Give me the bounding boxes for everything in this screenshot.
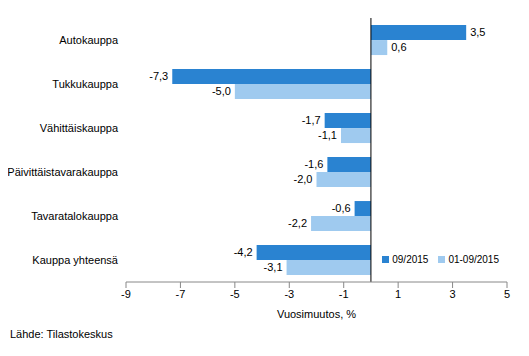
svg-text:-4,2: -4,2 (234, 246, 253, 258)
svg-text:-9: -9 (121, 288, 131, 300)
svg-text:-1,7: -1,7 (302, 114, 321, 126)
svg-text:Tukkukauppa: Tukkukauppa (52, 78, 119, 90)
svg-text:-0,6: -0,6 (332, 202, 351, 214)
svg-text:Vähittäiskauppa: Vähittäiskauppa (40, 122, 119, 134)
html-text:Lähde: Tilastokeskus: Lähde: Tilastokeskus (10, 328, 113, 340)
svg-text:-1,6: -1,6 (304, 158, 323, 170)
svg-text:-2,2: -2,2 (288, 217, 307, 229)
svg-text:-3,1: -3,1 (264, 261, 283, 273)
svg-text:5: 5 (504, 288, 510, 300)
svg-text:-3: -3 (284, 288, 294, 300)
svg-text:Kauppa yhteensä: Kauppa yhteensä (32, 254, 119, 266)
html-text:09/2015: 09/2015 (392, 254, 429, 265)
svg-text:Autokauppa: Autokauppa (59, 34, 119, 46)
svg-text:3: 3 (450, 288, 456, 300)
svg-text:-1: -1 (339, 288, 349, 300)
svg-text:0,6: 0,6 (391, 41, 406, 53)
svg-text:1: 1 (395, 288, 401, 300)
svg-text:Päivittäistavarakauppa: Päivittäistavarakauppa (8, 166, 119, 178)
svg-text:-5: -5 (230, 288, 240, 300)
svg-text:-7: -7 (176, 288, 186, 300)
svg-text:-1,1: -1,1 (318, 129, 337, 141)
svg-text:-7,3: -7,3 (149, 70, 168, 82)
svg-text:-5,0: -5,0 (212, 85, 231, 97)
svg-text:-2,0: -2,0 (294, 173, 313, 185)
svg-text:3,5: 3,5 (470, 26, 485, 38)
html-text:01-09/2015: 01-09/2015 (448, 254, 499, 265)
svg-text:Vuosimuutos, %: Vuosimuutos, % (277, 308, 356, 320)
svg-text:Tavaratalokauppa: Tavaratalokauppa (31, 210, 119, 222)
